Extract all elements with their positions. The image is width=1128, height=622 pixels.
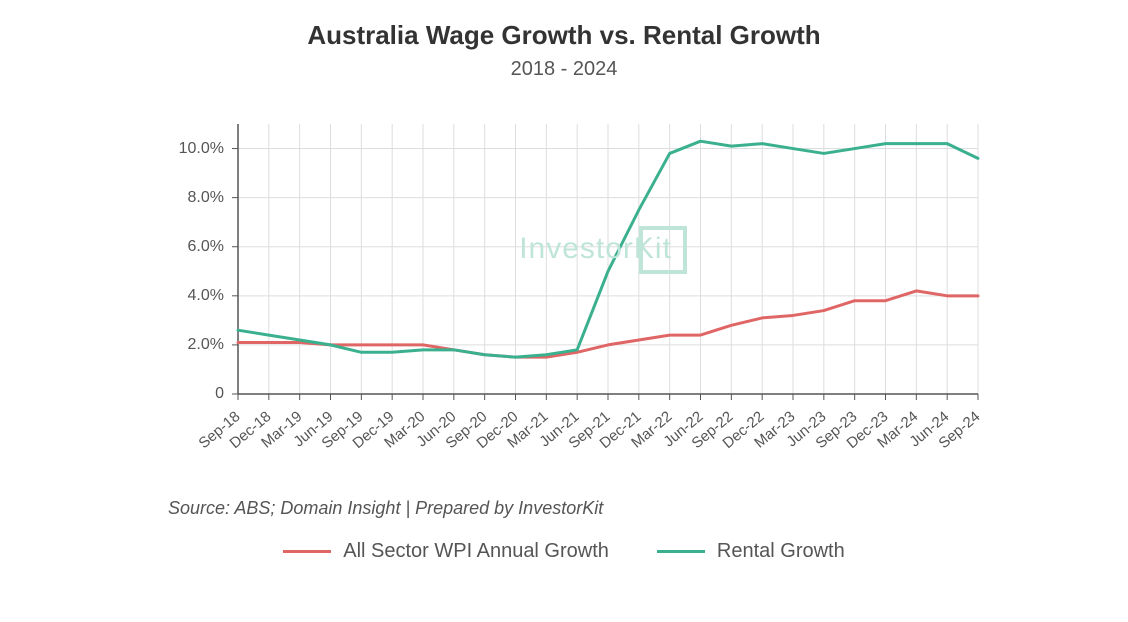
legend-item: Rental Growth [657, 540, 845, 563]
legend-label: Rental Growth [717, 540, 845, 563]
chart-svg [238, 124, 980, 402]
chart-title: Australia Wage Growth vs. Rental Growth [0, 20, 1128, 51]
y-tick-label: 10.0% [154, 140, 224, 158]
legend-item: All Sector WPI Annual Growth [283, 540, 609, 563]
legend-swatch [283, 550, 331, 553]
legend-swatch [657, 550, 705, 553]
legend-label: All Sector WPI Annual Growth [343, 540, 609, 563]
plot-area: InvestorKit02.0%4.0%6.0%8.0%10.0%Sep-18D… [238, 124, 978, 472]
chart-subtitle: 2018 - 2024 [0, 58, 1128, 81]
y-tick-label: 8.0% [154, 189, 224, 207]
y-tick-label: 2.0% [154, 336, 224, 354]
y-tick-label: 6.0% [154, 238, 224, 256]
y-tick-label: 4.0% [154, 287, 224, 305]
chart-container: Australia Wage Growth vs. Rental Growth … [0, 0, 1128, 622]
source-note: Source: ABS; Domain Insight | Prepared b… [168, 498, 603, 519]
y-tick-label: 0 [154, 385, 224, 403]
legend: All Sector WPI Annual Growth Rental Growt… [0, 540, 1128, 563]
